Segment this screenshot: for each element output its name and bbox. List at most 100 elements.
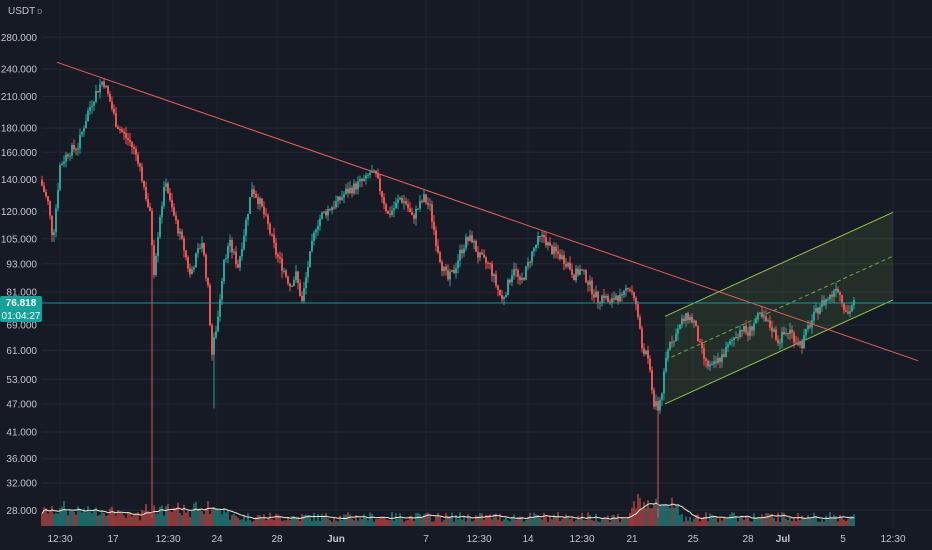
candle-body (121, 129, 123, 132)
volume-bar (565, 514, 567, 526)
volume-bar (605, 519, 607, 526)
volume-bar (271, 518, 273, 526)
candle-body (683, 318, 685, 321)
volume-bar (829, 512, 831, 526)
candle-body (269, 223, 271, 234)
candle-body (727, 344, 729, 348)
volume-bar (325, 513, 327, 526)
volume-bar (427, 512, 429, 526)
candle-body (331, 207, 333, 211)
candle-body (205, 254, 207, 278)
volume-bar (675, 505, 677, 526)
volume-bar (179, 512, 181, 526)
candle-body (417, 208, 419, 210)
candle-body (781, 332, 783, 343)
volume-bar (665, 503, 667, 526)
parallel-channel[interactable] (664, 211, 894, 405)
candle-body (523, 277, 525, 280)
candle-body (695, 320, 697, 327)
candle-body (185, 250, 187, 258)
price-axis[interactable]: 280.000 240.000 210.000 180.000 160.000 140.0… (1, 33, 38, 517)
candle-body (541, 235, 543, 237)
candle-body (337, 196, 339, 202)
candle-body (293, 280, 295, 286)
candle-body (197, 248, 199, 254)
volume-bar (149, 512, 151, 526)
volume-bar (511, 516, 513, 526)
candle-body (55, 208, 57, 233)
candle-body (719, 358, 721, 362)
volume-bar (533, 512, 535, 526)
candle-body (67, 154, 69, 157)
volume-bar (161, 505, 163, 526)
candle-body (489, 263, 491, 265)
volume-bar (377, 518, 379, 526)
x-tick-label: 12:30 (466, 534, 491, 545)
time-axis[interactable]: 12:30 17 12:30 24 28 Jun 7 12:30 14 12:30 21 25 28 Ju… (47, 534, 905, 545)
candle-body (653, 390, 655, 407)
candle-body (619, 294, 621, 302)
volume-bar (617, 514, 619, 526)
volume-bar (615, 517, 617, 526)
candle-body (613, 298, 615, 300)
volume-bar (261, 518, 263, 526)
volume-bar (735, 516, 737, 526)
trendline-segment[interactable] (56, 61, 919, 362)
candle-body (745, 325, 747, 333)
trendline[interactable] (56, 61, 919, 362)
volume-bar (729, 514, 731, 526)
candle-body (389, 213, 391, 215)
candle-body (287, 276, 289, 284)
volume-bar (143, 510, 145, 526)
candle-body (159, 217, 161, 238)
candle-body (95, 91, 97, 102)
candle-body (511, 275, 513, 283)
candle-body (693, 320, 695, 323)
volume-bar (91, 513, 93, 526)
candle-body (803, 335, 805, 348)
volume-bar (267, 518, 269, 526)
channel-upper-line[interactable] (664, 211, 894, 317)
volume-bar (459, 512, 461, 526)
channel-lower-line[interactable] (664, 299, 894, 405)
volume-bar (393, 520, 395, 526)
volume-bar (599, 522, 601, 526)
volume-bar (313, 512, 315, 526)
candle-body (371, 171, 373, 173)
candle-body (161, 205, 163, 218)
candle-body (739, 330, 741, 337)
candle-body (469, 235, 471, 241)
volume-bar (551, 519, 553, 526)
volume-bar (507, 520, 509, 526)
volume-bar (699, 521, 701, 526)
candle-body (671, 342, 673, 344)
y-tick-label: 120.000 (1, 207, 38, 218)
y-tick-label: 53.000 (6, 375, 37, 386)
volume-bar (589, 515, 591, 526)
candle-body (483, 254, 485, 258)
candle-body (645, 350, 647, 354)
volume-bar (321, 513, 323, 526)
volume-bar (139, 520, 141, 526)
volume-bar (415, 513, 417, 526)
volume-bar (789, 517, 791, 526)
volume-bar (811, 518, 813, 526)
volume-bar (231, 515, 233, 526)
volume-bar (677, 504, 679, 526)
candle-body (51, 215, 53, 235)
volume-bar (185, 512, 187, 526)
unit-label[interactable]: USDT D (8, 6, 42, 17)
candle-body (735, 337, 737, 338)
volume-bar (535, 514, 537, 526)
volume-bar (765, 513, 767, 526)
candle-body (553, 246, 555, 255)
volume-bar (209, 513, 211, 526)
x-tick-label: 12:30 (155, 534, 180, 545)
candle-body (325, 211, 327, 216)
x-tick-label: 7 (423, 534, 429, 545)
candle-body (111, 101, 113, 109)
candle-body (717, 358, 719, 363)
volume-bar (547, 521, 549, 526)
